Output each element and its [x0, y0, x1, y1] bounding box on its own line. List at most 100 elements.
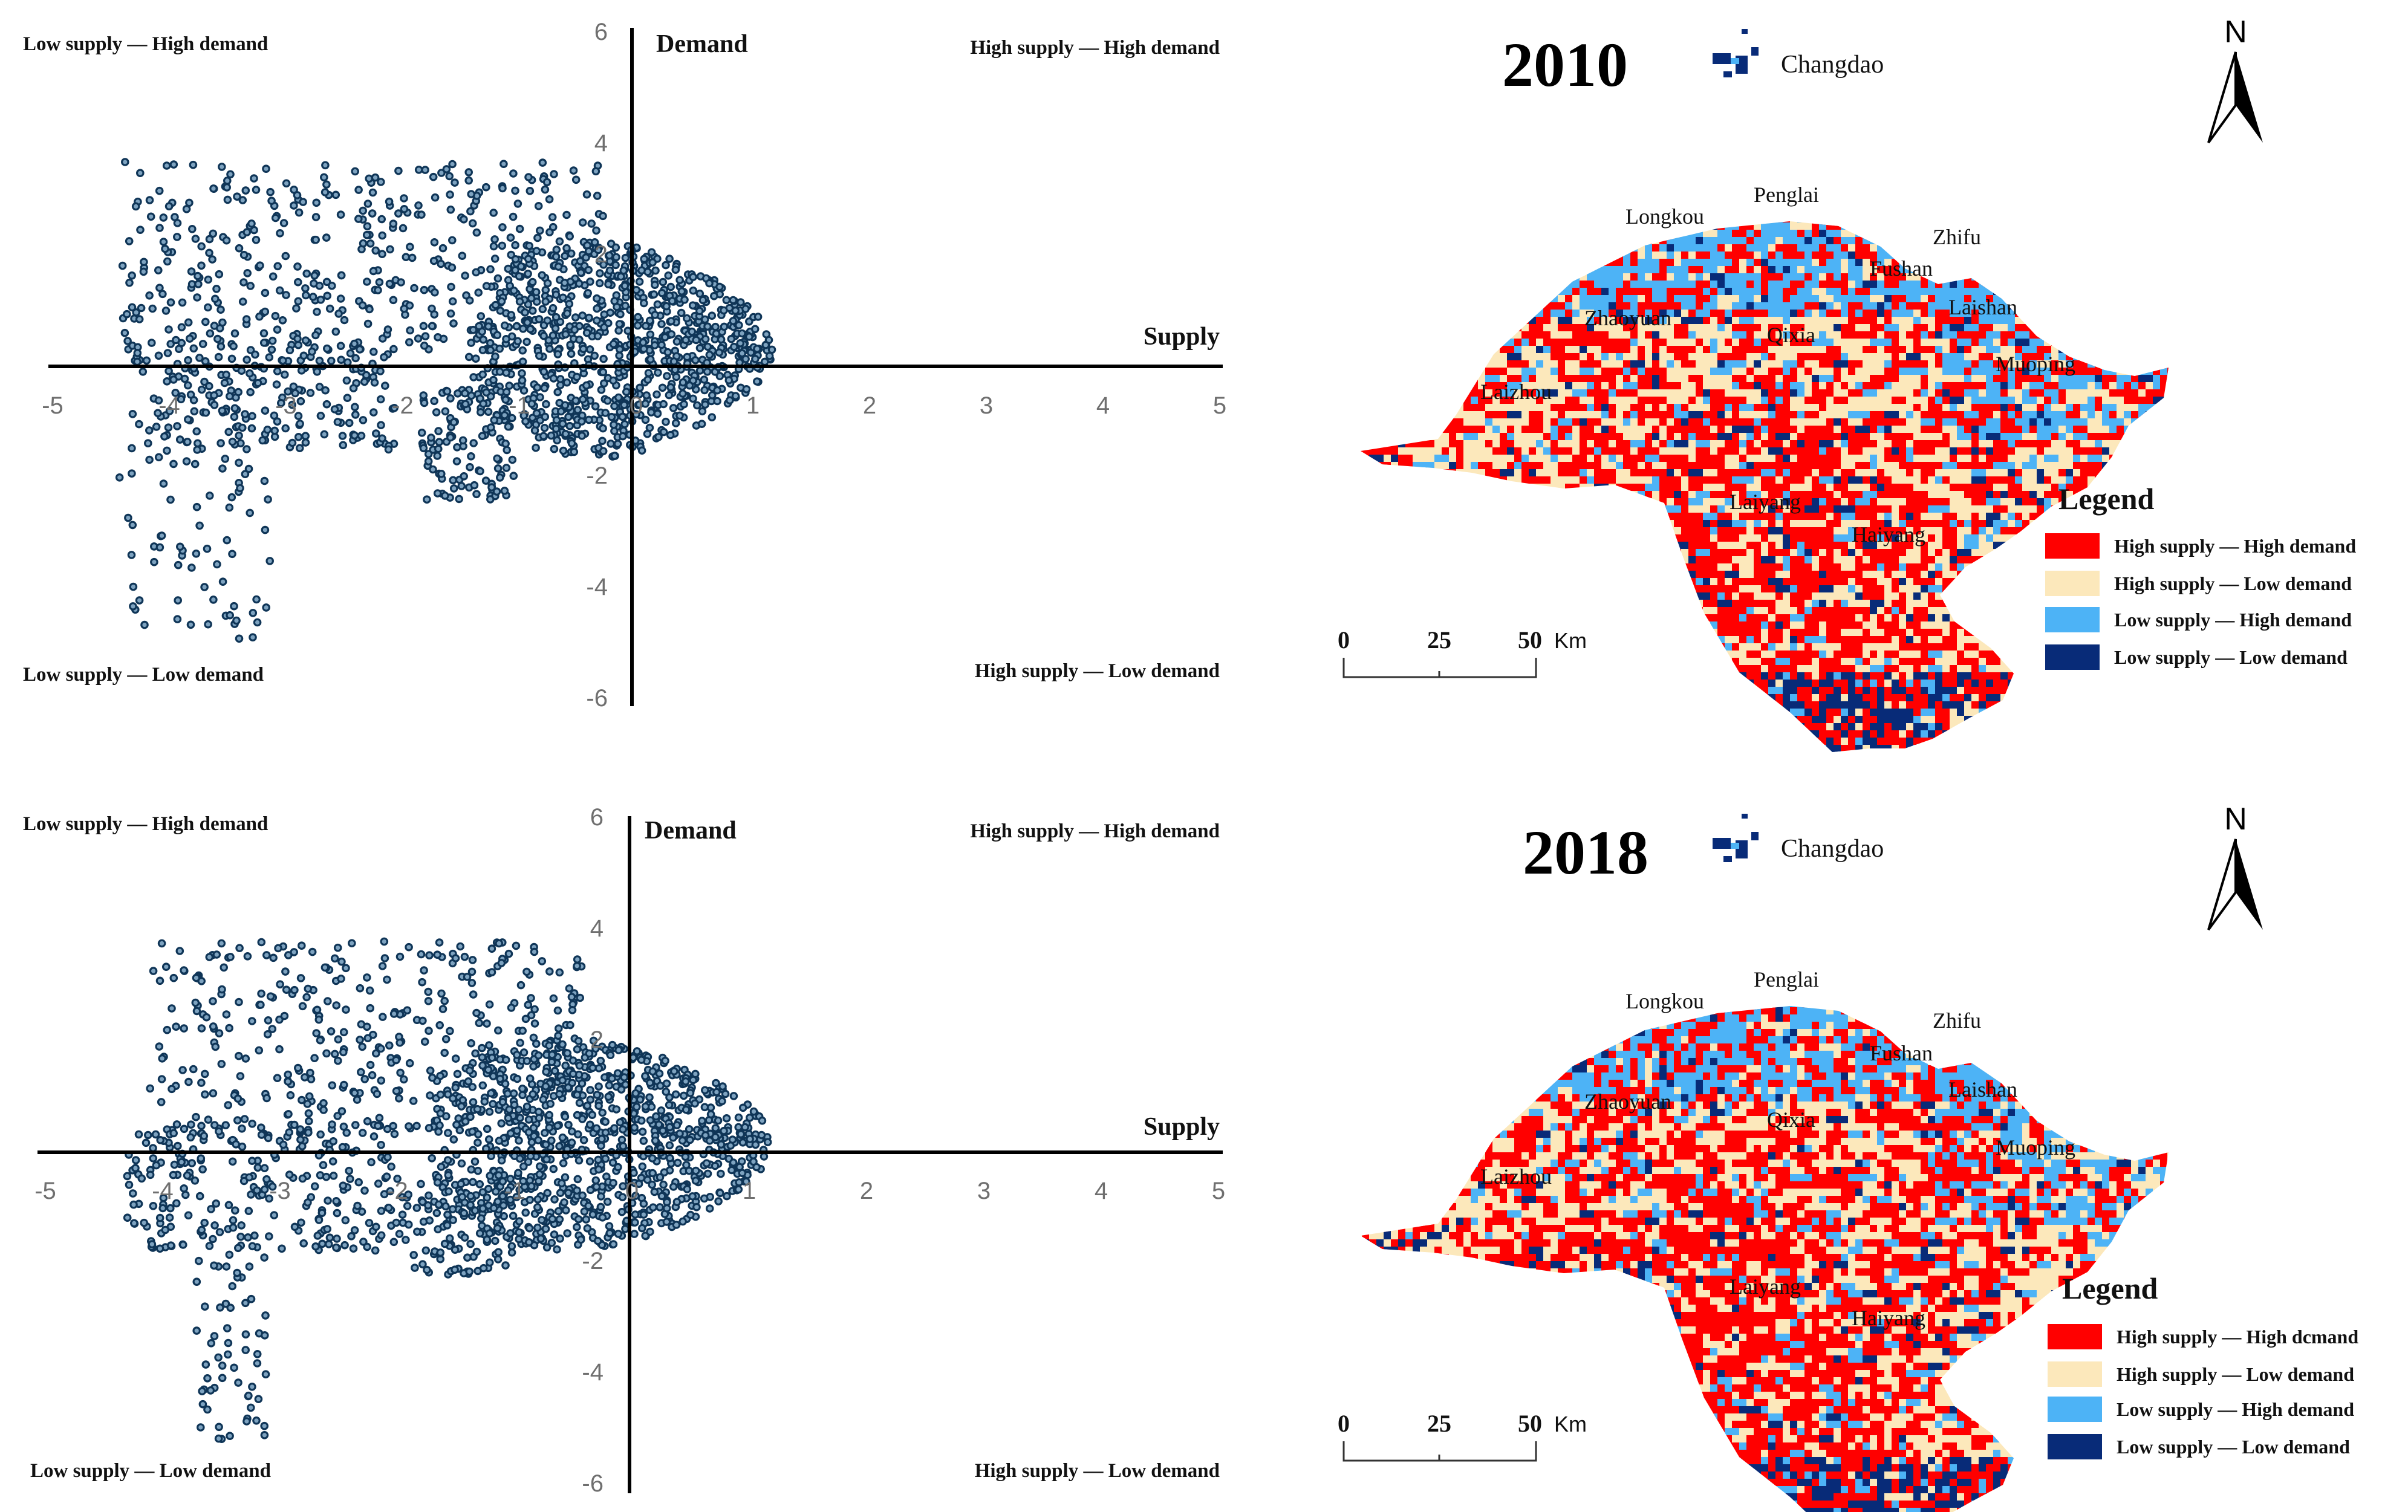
map-cell [1877, 237, 1884, 244]
scatter-point [498, 184, 507, 193]
scatter-point [239, 278, 248, 287]
map-cell [1775, 295, 1783, 302]
map-cell [1746, 266, 1754, 273]
map-cell [1565, 221, 1580, 222]
scatter-point [253, 378, 262, 388]
scatter-point [304, 984, 313, 993]
scatter-point [498, 223, 507, 232]
scatter-point [154, 351, 163, 360]
map-cell [2117, 221, 2124, 222]
map-cell [1361, 302, 1369, 310]
scatter-point [553, 1006, 562, 1015]
scatter-point [642, 391, 651, 400]
scatter-point [310, 271, 319, 280]
scatter-point [451, 1265, 459, 1274]
scatter-point [420, 966, 428, 975]
scatter-point [529, 1062, 538, 1071]
map-cell [2051, 281, 2066, 288]
map-cell [1449, 222, 1463, 230]
scatter-point [515, 272, 524, 281]
map-cell [2124, 281, 2138, 288]
map-cell [2138, 230, 2146, 237]
scatter-point [604, 1092, 613, 1101]
map-cell [2146, 281, 2153, 288]
scatter-point [369, 1132, 379, 1141]
scatter-point [603, 396, 612, 405]
map-cell [1616, 230, 1623, 237]
map-cell [1681, 230, 1688, 237]
map-cell [2015, 222, 2029, 230]
scatter-point [271, 213, 280, 222]
map-cell [1623, 244, 1630, 251]
map-cell [1971, 288, 1979, 295]
scatter-point [636, 1095, 645, 1104]
scatter-point [567, 1138, 576, 1147]
map-cell [1384, 251, 1391, 259]
map-cell [1601, 237, 1609, 244]
scatter-point [180, 966, 188, 975]
scatter-point [206, 1386, 215, 1395]
scatter-point [197, 385, 206, 394]
scatter-point [718, 1082, 727, 1091]
map-cell [2022, 221, 2037, 222]
map-cell [1543, 273, 1551, 281]
map-cell [1405, 222, 1413, 230]
scatter-point [205, 492, 214, 500]
scatter-point [605, 1081, 614, 1090]
scatter-point [395, 1230, 404, 1238]
scatter-point [487, 483, 496, 492]
scatter-point [649, 1203, 657, 1212]
scatter-point [267, 345, 276, 354]
scatter-point [711, 1133, 720, 1141]
map-cell [1703, 310, 1710, 317]
map-cell [1485, 230, 1492, 237]
map-cell [1572, 230, 1580, 237]
map-cell [1413, 295, 1420, 302]
scatter-point [669, 1183, 678, 1191]
map-cell [2095, 266, 2109, 273]
map-cell [2095, 222, 2109, 230]
scatter-point [180, 1024, 188, 1033]
scatter-point [125, 278, 134, 287]
map-cell [1565, 302, 1572, 310]
scatter-point [441, 1202, 450, 1211]
scatter-point [665, 1100, 674, 1109]
scatter-point [526, 186, 535, 195]
map-cell [1645, 230, 1659, 237]
map-cell [1391, 310, 1405, 317]
map-cell [1957, 251, 1964, 259]
scatter-point [230, 602, 238, 611]
scatter-point [685, 381, 694, 390]
scatter-point [443, 1156, 452, 1164]
scatter-point [177, 339, 186, 348]
scatter-point [521, 1209, 530, 1217]
scatter-point [633, 1047, 642, 1056]
scatter-point [201, 408, 210, 417]
map-cell [2044, 230, 2058, 237]
scatter-point [183, 415, 192, 424]
map-cell [1587, 273, 1594, 281]
scatter-point [562, 244, 571, 253]
map-cell [1768, 288, 1775, 295]
scatter-point [594, 1165, 603, 1174]
map-cell [1877, 302, 1884, 310]
scatter-point [494, 1171, 503, 1179]
scatter-point [209, 1235, 217, 1244]
scatter-point [339, 441, 348, 450]
map-cell [1870, 310, 1877, 317]
scatter-point [264, 1134, 273, 1143]
map-cell [1405, 230, 1420, 237]
map-cell [2109, 310, 2117, 317]
scatter-point [497, 1119, 506, 1128]
map-cell [2008, 273, 2015, 281]
scatter-point [467, 1165, 476, 1174]
map-cell [1950, 273, 1964, 281]
scatter-point [405, 943, 413, 952]
scatter-point [665, 255, 674, 263]
scatter-point [194, 1256, 203, 1265]
y-tick-label: 6 [590, 804, 604, 831]
map-cell [2167, 281, 2169, 288]
scatter-point [317, 1209, 327, 1218]
scatter-point [192, 973, 201, 982]
scatter-point [610, 297, 619, 305]
